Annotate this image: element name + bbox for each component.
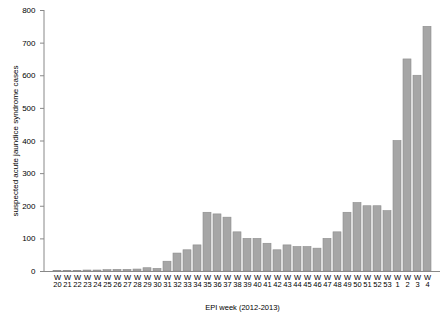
svg-text:W2: W2	[404, 273, 412, 290]
svg-text:W40: W40	[253, 273, 262, 290]
svg-text:500: 500	[22, 104, 36, 113]
svg-text:W53: W53	[383, 273, 392, 290]
svg-text:W28: W28	[133, 273, 142, 290]
svg-text:suspected acute jaundice syndr: suspected acute jaundice syndrome cases	[11, 66, 20, 217]
svg-text:W45: W45	[303, 273, 312, 290]
svg-text:W29: W29	[143, 273, 152, 290]
svg-text:W44: W44	[293, 273, 302, 290]
svg-text:W47: W47	[323, 273, 332, 290]
svg-text:100: 100	[22, 234, 36, 243]
svg-text:W27: W27	[123, 273, 132, 290]
svg-text:W43: W43	[283, 273, 292, 290]
svg-text:W38: W38	[233, 273, 242, 290]
svg-text:W52: W52	[373, 273, 382, 290]
svg-text:W49: W49	[343, 273, 352, 290]
svg-text:EPI week (2012-2013): EPI week (2012-2013)	[205, 303, 280, 312]
svg-text:W35: W35	[203, 273, 212, 290]
svg-text:W36: W36	[213, 273, 222, 290]
svg-text:200: 200	[22, 202, 36, 211]
svg-text:W39: W39	[243, 273, 252, 290]
svg-text:400: 400	[22, 137, 36, 146]
svg-text:800: 800	[22, 6, 36, 15]
svg-text:300: 300	[22, 169, 36, 178]
svg-text:W46: W46	[313, 273, 322, 290]
svg-text:700: 700	[22, 39, 36, 48]
svg-text:W22: W22	[73, 273, 82, 290]
svg-text:W41: W41	[263, 273, 272, 290]
svg-text:W26: W26	[113, 273, 122, 290]
svg-text:0: 0	[31, 267, 36, 276]
svg-text:W50: W50	[353, 273, 362, 290]
svg-text:W25: W25	[103, 273, 112, 290]
svg-text:W3: W3	[414, 273, 422, 290]
svg-text:W21: W21	[63, 273, 72, 290]
svg-text:W1: W1	[394, 273, 402, 290]
svg-text:W37: W37	[223, 273, 232, 290]
svg-text:W30: W30	[153, 273, 162, 290]
svg-text:W33: W33	[183, 273, 192, 290]
svg-text:600: 600	[22, 71, 36, 80]
svg-text:W31: W31	[163, 273, 172, 290]
svg-text:W42: W42	[273, 273, 282, 290]
svg-text:W32: W32	[173, 273, 182, 290]
svg-text:W34: W34	[193, 273, 202, 290]
svg-text:W51: W51	[363, 273, 372, 290]
svg-text:W4: W4	[424, 273, 432, 290]
svg-text:W20: W20	[53, 273, 62, 290]
svg-text:W48: W48	[333, 273, 342, 290]
svg-text:W24: W24	[93, 273, 102, 290]
svg-text:W23: W23	[83, 273, 92, 290]
